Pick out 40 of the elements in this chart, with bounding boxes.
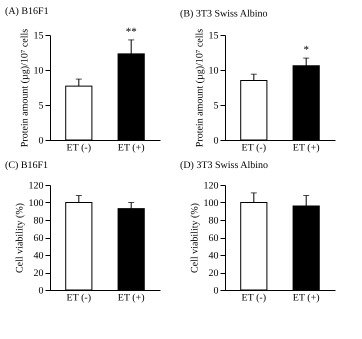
y-tick-label: 20 (34, 268, 44, 279)
y-tick-label: 60 (208, 233, 218, 244)
chart-title: (B) 3T3 Swiss Albino (180, 8, 268, 20)
y-axis-title: Cell viability (%) (190, 203, 200, 273)
y-tick-label: 0 (214, 136, 218, 146)
x-tick-label: ET (-) (66, 292, 92, 304)
y-tick-label: 10 (34, 66, 44, 76)
x-tick-label: ET (-) (66, 142, 92, 154)
y-tick-label: 5 (214, 100, 218, 112)
annotation: * (303, 44, 309, 56)
chart-title: (D) 3T3 Swiss Albino (180, 160, 268, 171)
y-tick-label: 120 (204, 180, 218, 192)
y-tick-label: 40 (34, 250, 44, 262)
x-tick-label: ET (+) (118, 292, 145, 304)
y-tick-label: 0 (214, 286, 218, 296)
x-tick-label: ET (+) (292, 292, 320, 304)
annotation: ** (126, 26, 137, 38)
y-axis-title: Cell viability (%) (14, 203, 26, 273)
y-tick-label: 0 (38, 136, 44, 146)
y-tick-label: 20 (208, 268, 218, 279)
y-tick-label: 15 (34, 30, 44, 42)
y-axis-title: Protein amount (µg)/10⁷ cells (194, 28, 206, 148)
y-tick-label: 80 (34, 216, 44, 226)
y-tick-label: 60 (34, 233, 44, 244)
x-tick-label: ET (+) (118, 142, 145, 154)
x-tick-label: ET (+) (292, 142, 320, 154)
chart-title: (A) B16F1 (5, 6, 49, 17)
y-tick-label: 5 (38, 100, 44, 112)
y-tick-label: 80 (208, 216, 218, 226)
y-tick-label: 100 (28, 198, 44, 209)
y-tick-label: 40 (208, 250, 218, 262)
y-tick-label: 10 (208, 66, 218, 76)
y-tick-label: 0 (38, 286, 44, 296)
x-tick-label: ET (-) (242, 292, 266, 304)
chart-title: (C) B16F1 (5, 160, 48, 171)
y-tick-label: 120 (28, 180, 44, 192)
y-axis-title: Protein amount (µg)/10⁷ cells (20, 28, 30, 148)
y-tick-label: 100 (204, 198, 218, 209)
y-tick-label: 15 (208, 30, 218, 42)
x-tick-label: ET (-) (242, 142, 266, 154)
